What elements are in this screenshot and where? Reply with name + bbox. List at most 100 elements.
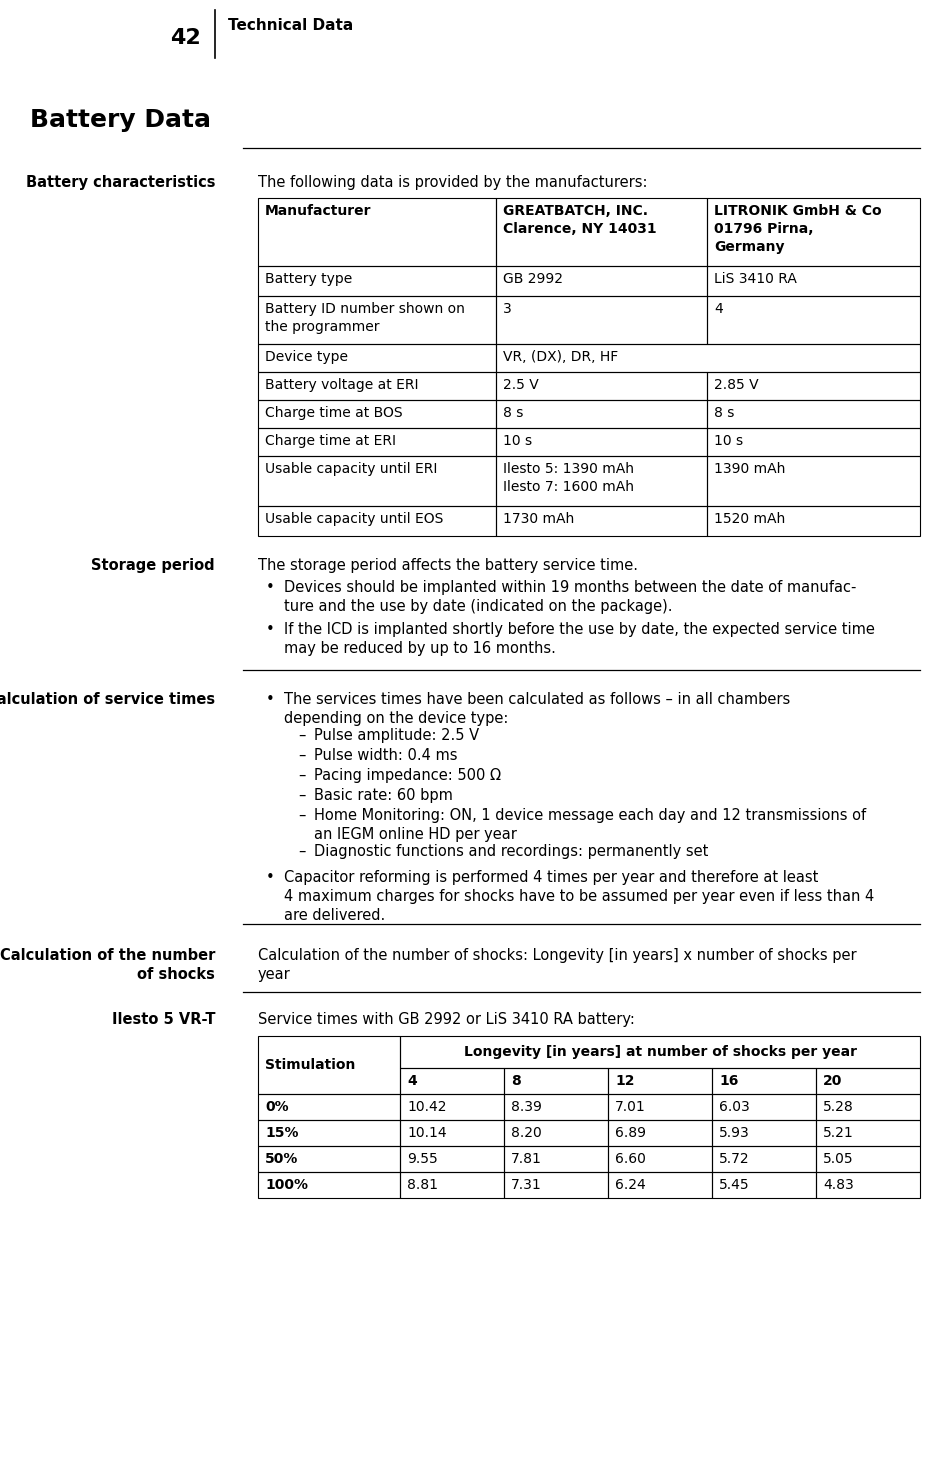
Bar xyxy=(258,343,496,373)
Bar xyxy=(496,266,707,296)
Text: LITRONIK GmbH & Co
01796 Pirna,
Germany: LITRONIK GmbH & Co 01796 Pirna, Germany xyxy=(714,204,882,254)
Bar xyxy=(258,400,496,428)
Bar xyxy=(504,1146,608,1172)
Bar xyxy=(608,1119,712,1146)
Bar xyxy=(258,506,496,535)
Text: Device type: Device type xyxy=(265,351,348,364)
Bar xyxy=(258,296,496,343)
Text: 1390 mAh: 1390 mAh xyxy=(714,462,785,475)
Text: 2.5 V: 2.5 V xyxy=(503,378,539,392)
Text: The following data is provided by the manufacturers:: The following data is provided by the ma… xyxy=(258,175,648,191)
Text: VR, (DX), DR, HF: VR, (DX), DR, HF xyxy=(503,351,618,364)
Text: 7.81: 7.81 xyxy=(511,1152,542,1166)
Bar xyxy=(496,373,707,400)
Text: 0%: 0% xyxy=(265,1100,289,1113)
Text: Battery type: Battery type xyxy=(265,271,352,286)
Bar xyxy=(258,1036,400,1094)
Text: 15%: 15% xyxy=(265,1127,298,1140)
Bar xyxy=(816,1094,920,1119)
Text: 12: 12 xyxy=(615,1074,634,1089)
Bar xyxy=(496,198,707,266)
Bar xyxy=(816,1068,920,1094)
Text: Pulse width: 0.4 ms: Pulse width: 0.4 ms xyxy=(314,748,458,763)
Bar xyxy=(400,1036,920,1068)
Text: Battery Data: Battery Data xyxy=(30,109,211,132)
Bar xyxy=(258,1146,400,1172)
Text: –: – xyxy=(298,728,305,742)
Bar xyxy=(707,400,920,428)
Bar xyxy=(258,456,496,506)
Text: The storage period affects the battery service time.: The storage period affects the battery s… xyxy=(258,557,638,574)
Text: Diagnostic functions and recordings: permanently set: Diagnostic functions and recordings: per… xyxy=(314,844,708,860)
Text: –: – xyxy=(298,788,305,802)
Bar xyxy=(504,1172,608,1199)
Text: Calculation of service times: Calculation of service times xyxy=(0,692,215,707)
Text: 16: 16 xyxy=(719,1074,738,1089)
Bar xyxy=(707,296,920,343)
Bar xyxy=(707,373,920,400)
Text: 4: 4 xyxy=(407,1074,416,1089)
Bar xyxy=(707,506,920,535)
Text: •: • xyxy=(266,579,275,596)
Bar xyxy=(496,428,707,456)
Text: 8.39: 8.39 xyxy=(511,1100,542,1113)
Text: 5.21: 5.21 xyxy=(823,1127,853,1140)
Text: 6.60: 6.60 xyxy=(615,1152,646,1166)
Bar xyxy=(496,296,707,343)
Text: 4: 4 xyxy=(714,302,723,315)
Bar xyxy=(496,456,707,506)
Text: 10 s: 10 s xyxy=(503,434,532,447)
Bar xyxy=(504,1119,608,1146)
Text: Stimulation: Stimulation xyxy=(265,1058,355,1072)
Bar xyxy=(400,1119,504,1146)
Text: Pulse amplitude: 2.5 V: Pulse amplitude: 2.5 V xyxy=(314,728,480,742)
Bar xyxy=(504,1068,608,1094)
Bar xyxy=(712,1068,816,1094)
Text: 7.01: 7.01 xyxy=(615,1100,646,1113)
Bar xyxy=(258,1172,400,1199)
Text: Calculation of the number
of shocks: Calculation of the number of shocks xyxy=(0,948,215,983)
Bar xyxy=(712,1094,816,1119)
Text: 50%: 50% xyxy=(265,1152,298,1166)
Bar xyxy=(608,1094,712,1119)
Text: 8 s: 8 s xyxy=(503,406,523,420)
Text: 10.14: 10.14 xyxy=(407,1127,447,1140)
Bar xyxy=(712,1146,816,1172)
Text: 5.93: 5.93 xyxy=(719,1127,750,1140)
Text: 4.83: 4.83 xyxy=(823,1178,853,1193)
Text: 10.42: 10.42 xyxy=(407,1100,447,1113)
Text: 6.03: 6.03 xyxy=(719,1100,750,1113)
Text: Usable capacity until EOS: Usable capacity until EOS xyxy=(265,512,444,527)
Text: Home Monitoring: ON, 1 device message each day and 12 transmissions of
an IEGM o: Home Monitoring: ON, 1 device message ea… xyxy=(314,808,867,842)
Text: 7.31: 7.31 xyxy=(511,1178,542,1193)
Text: 3: 3 xyxy=(503,302,512,315)
Text: If the ICD is implanted shortly before the use by date, the expected service tim: If the ICD is implanted shortly before t… xyxy=(284,622,875,656)
Bar xyxy=(496,506,707,535)
Bar xyxy=(712,1172,816,1199)
Text: 10 s: 10 s xyxy=(714,434,743,447)
Bar xyxy=(816,1119,920,1146)
Bar xyxy=(712,1119,816,1146)
Text: GREATBATCH, INC.
Clarence, NY 14031: GREATBATCH, INC. Clarence, NY 14031 xyxy=(503,204,657,236)
Text: Capacitor reforming is performed 4 times per year and therefore at least
4 maxim: Capacitor reforming is performed 4 times… xyxy=(284,870,874,923)
Text: 20: 20 xyxy=(823,1074,842,1089)
Bar xyxy=(258,1119,400,1146)
Bar xyxy=(608,1172,712,1199)
Text: Ilesto 5 VR-T: Ilesto 5 VR-T xyxy=(111,1012,215,1027)
Text: Storage period: Storage period xyxy=(92,557,215,574)
Text: Battery voltage at ERI: Battery voltage at ERI xyxy=(265,378,418,392)
Text: Charge time at ERI: Charge time at ERI xyxy=(265,434,396,447)
Bar xyxy=(707,198,920,266)
Text: Devices should be implanted within 19 months between the date of manufac-
ture a: Devices should be implanted within 19 mo… xyxy=(284,579,856,615)
Text: 9.55: 9.55 xyxy=(407,1152,438,1166)
Text: 1520 mAh: 1520 mAh xyxy=(714,512,785,527)
Bar xyxy=(707,456,920,506)
Bar xyxy=(816,1172,920,1199)
Bar xyxy=(496,343,920,373)
Text: Charge time at BOS: Charge time at BOS xyxy=(265,406,403,420)
Text: 42: 42 xyxy=(170,28,200,48)
Text: Basic rate: 60 bpm: Basic rate: 60 bpm xyxy=(314,788,453,802)
Text: 100%: 100% xyxy=(265,1178,308,1193)
Text: Usable capacity until ERI: Usable capacity until ERI xyxy=(265,462,437,475)
Text: •: • xyxy=(266,622,275,637)
